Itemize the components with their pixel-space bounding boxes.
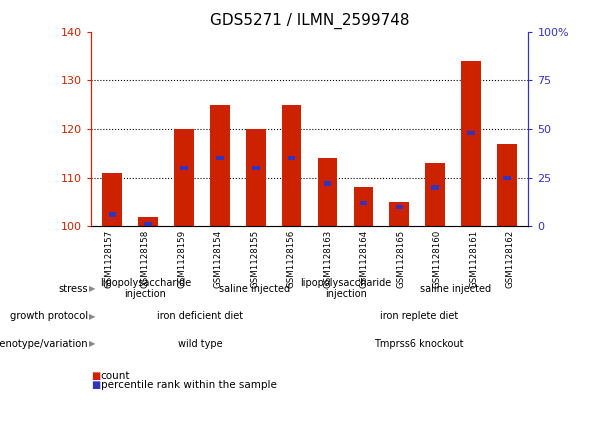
Text: genotype/variation: genotype/variation [0, 339, 88, 349]
Bar [246, 129, 265, 226]
Bar [102, 173, 122, 226]
Text: GSM1128158: GSM1128158 [141, 230, 150, 288]
Text: GSM1128165: GSM1128165 [396, 230, 405, 288]
Bar [109, 212, 116, 217]
Text: ■: ■ [91, 371, 100, 381]
Bar [425, 163, 445, 226]
Bar [180, 166, 188, 170]
Text: stress: stress [58, 284, 88, 294]
Text: ▶: ▶ [89, 284, 96, 293]
Text: GSM1128164: GSM1128164 [360, 230, 369, 288]
Bar [282, 104, 302, 226]
Text: GSM1128159: GSM1128159 [177, 230, 186, 288]
Bar [288, 156, 295, 160]
Bar [467, 131, 474, 135]
Bar [139, 217, 158, 226]
Text: GSM1128160: GSM1128160 [433, 230, 442, 288]
Text: iron replete diet: iron replete diet [380, 311, 458, 321]
Bar [354, 187, 373, 226]
Title: GDS5271 / ILMN_2599748: GDS5271 / ILMN_2599748 [210, 13, 409, 29]
Bar [210, 104, 230, 226]
Bar [216, 156, 224, 160]
Text: ▶: ▶ [89, 339, 96, 348]
Bar [318, 158, 337, 226]
Text: GSM1128162: GSM1128162 [506, 230, 515, 288]
Bar [503, 176, 511, 180]
Text: GSM1128155: GSM1128155 [250, 230, 259, 288]
Bar [432, 185, 439, 190]
Bar [389, 202, 409, 226]
Bar [145, 222, 152, 226]
Bar [497, 143, 517, 226]
Bar [360, 201, 367, 205]
Bar [252, 166, 259, 170]
Text: iron deficient diet: iron deficient diet [157, 311, 243, 321]
Text: lipopolysaccharide
injection: lipopolysaccharide injection [100, 278, 191, 299]
Bar [461, 61, 481, 226]
Text: lipopolysaccharide
injection: lipopolysaccharide injection [300, 278, 392, 299]
Text: percentile rank within the sample: percentile rank within the sample [101, 380, 276, 390]
Text: growth protocol: growth protocol [10, 311, 88, 321]
Bar [324, 181, 331, 186]
Text: ■: ■ [91, 380, 100, 390]
Bar [174, 129, 194, 226]
Text: saline injected: saline injected [420, 284, 491, 294]
Text: saline injected: saline injected [219, 284, 291, 294]
Bar [395, 205, 403, 209]
Text: ▶: ▶ [89, 312, 96, 321]
Text: GSM1128156: GSM1128156 [287, 230, 296, 288]
Text: GSM1128157: GSM1128157 [104, 230, 113, 288]
Text: Tmprss6 knockout: Tmprss6 knockout [374, 339, 464, 349]
Text: GSM1128154: GSM1128154 [214, 230, 223, 288]
Text: wild type: wild type [178, 339, 223, 349]
Text: GSM1128161: GSM1128161 [469, 230, 478, 288]
Text: GSM1128163: GSM1128163 [323, 230, 332, 288]
Text: count: count [101, 371, 130, 381]
